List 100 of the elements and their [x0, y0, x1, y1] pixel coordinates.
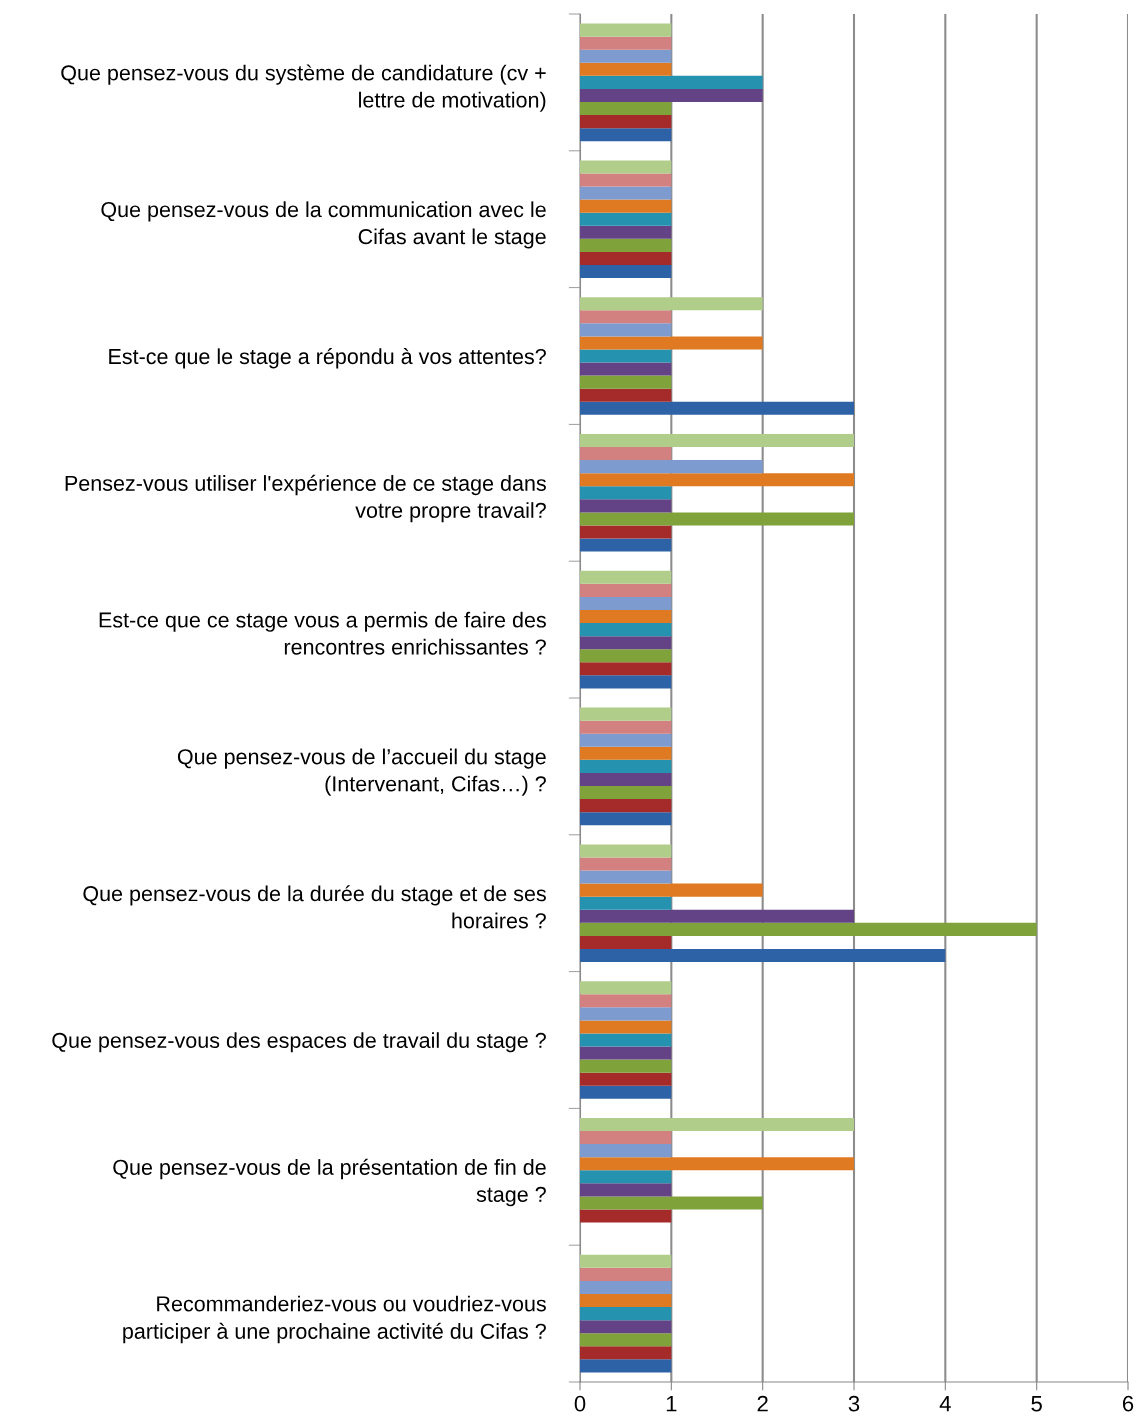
bar	[580, 128, 672, 142]
bar	[580, 636, 672, 650]
y-tick-label: Recommanderiez-vous ou voudriez-vous participer à une prochaine activité du Cifas ?	[123, 1295, 546, 1344]
bar	[580, 1085, 672, 1099]
bar	[580, 1359, 672, 1373]
y-tick-label: Est-ce que le stage a répondu à vos attentes?	[109, 348, 546, 369]
bar	[580, 649, 672, 663]
bar	[580, 251, 672, 265]
bar	[580, 994, 672, 1008]
bar	[580, 720, 672, 734]
bar	[580, 336, 763, 350]
bar	[580, 1131, 672, 1145]
bar	[580, 473, 854, 487]
bar	[580, 375, 672, 389]
bar	[580, 173, 672, 187]
x-tick-label: 5	[1031, 1396, 1042, 1412]
y-tick-label: Que pensez-vous de la durée du stage et de ses horaires ?	[83, 885, 546, 929]
bar	[580, 857, 672, 871]
bar	[580, 922, 1037, 936]
bar	[580, 948, 946, 963]
bar	[580, 1157, 854, 1171]
bar	[580, 609, 672, 624]
bar	[580, 1144, 672, 1158]
x-tick-label: 1	[666, 1396, 677, 1412]
bar	[580, 1307, 672, 1321]
bar	[580, 1183, 672, 1197]
bar	[580, 538, 672, 552]
bar	[580, 896, 672, 910]
bar	[580, 596, 672, 610]
bar	[580, 310, 672, 324]
bar	[580, 362, 672, 376]
bar	[580, 675, 672, 689]
bar	[580, 1280, 672, 1294]
x-tick-label: 0	[574, 1395, 586, 1412]
bar	[580, 499, 672, 513]
bar	[580, 1209, 672, 1223]
bar	[580, 909, 854, 923]
bar	[580, 1033, 672, 1047]
bar	[580, 388, 672, 402]
bar	[580, 1346, 672, 1360]
bar	[580, 1020, 672, 1034]
bar	[580, 786, 672, 800]
bar	[580, 812, 672, 826]
bar	[580, 75, 763, 89]
bar	[580, 1254, 672, 1268]
bar	[580, 49, 672, 63]
bar	[580, 115, 672, 129]
bar	[580, 733, 672, 747]
bar	[580, 570, 672, 584]
bar	[580, 238, 672, 252]
bar	[580, 759, 672, 773]
bar	[580, 981, 672, 995]
bar	[580, 870, 672, 884]
bar	[580, 1267, 672, 1281]
bar	[580, 1320, 672, 1334]
bar	[580, 935, 672, 949]
bar	[580, 401, 854, 415]
bar	[580, 1196, 763, 1210]
bar	[580, 1333, 672, 1347]
bar	[580, 1007, 672, 1021]
bar	[580, 102, 672, 116]
bar	[580, 88, 763, 103]
bar	[580, 772, 672, 787]
bar	[580, 62, 672, 76]
bar	[580, 1072, 672, 1086]
x-tick-label: 3	[848, 1395, 860, 1412]
x-tick-label: 6	[1122, 1395, 1134, 1412]
bar	[580, 23, 672, 37]
bar	[580, 486, 672, 500]
bar	[580, 225, 672, 239]
bar	[580, 349, 672, 363]
bar	[580, 186, 672, 200]
bar	[580, 707, 672, 721]
bar	[580, 199, 672, 213]
bar	[580, 512, 854, 526]
y-tick-label: Est-ce que ce stage vous a permis de faire des rencontres enrichissantes ?	[99, 611, 546, 655]
bar	[580, 746, 672, 760]
bar	[580, 1293, 672, 1308]
y-tick-label: Que pensez-vous du système de candidature (cv + lettre de motivation)	[61, 64, 546, 112]
bar	[580, 1046, 672, 1060]
bar	[580, 433, 854, 448]
y-tick-label: Que pensez-vous de l’accueil du stage (Intervenant, Cifas…) ?	[177, 748, 546, 796]
bar	[580, 297, 763, 311]
bar	[580, 1117, 854, 1132]
bar	[580, 264, 672, 279]
y-tick-label: Pensez-vous utiliser l'expérience de ce stage dans votre propre travail?	[65, 474, 546, 523]
bar	[580, 583, 672, 597]
bar	[580, 323, 672, 337]
bar	[580, 844, 672, 858]
bar	[580, 212, 672, 226]
bar	[580, 447, 672, 461]
bar	[580, 623, 672, 637]
y-tick-label: Que pensez-vous des espaces de travail du stage ?	[52, 1032, 546, 1053]
bar	[580, 36, 672, 50]
bar	[580, 662, 672, 676]
bar	[580, 799, 672, 813]
y-tick-label: Que pensez-vous de la communication avec le Cifas avant le stage	[101, 201, 546, 249]
bar	[580, 525, 672, 539]
bar	[580, 883, 763, 897]
x-tick-label: 4	[939, 1396, 951, 1412]
